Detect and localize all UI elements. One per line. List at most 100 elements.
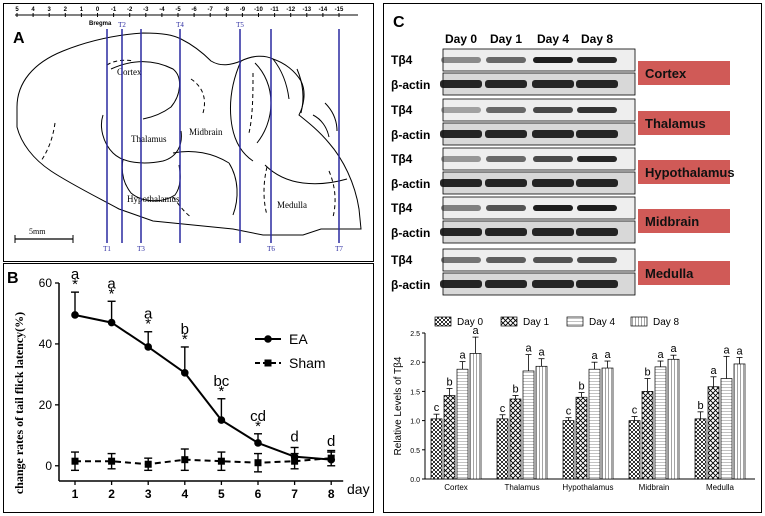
actin-band — [440, 280, 482, 288]
protein-band — [486, 156, 526, 162]
bar — [535, 365, 548, 480]
y-tick-label: 1.0 — [410, 419, 420, 426]
protein-band — [441, 257, 481, 263]
data-point — [108, 457, 116, 465]
region-tag-label: Medulla — [645, 266, 694, 281]
actin-band — [485, 179, 527, 187]
chart-series — [71, 291, 336, 473]
x-tick-label: Hypothalamus — [562, 483, 613, 492]
group-letter: c — [632, 405, 638, 417]
ruler-tick-label: -11 — [270, 7, 279, 13]
region-tag — [638, 209, 730, 233]
bar — [667, 358, 680, 480]
day-header: Day 4 — [537, 32, 569, 46]
bar — [654, 366, 667, 480]
actin-band — [532, 80, 574, 88]
series-line-sham — [75, 457, 332, 466]
protein-band — [533, 205, 573, 211]
data-point — [291, 457, 299, 465]
blot-loading-label: β-actin — [391, 177, 430, 191]
x-tick-label: 4 — [181, 487, 188, 501]
actin-band — [532, 280, 574, 288]
bregma-label: Bregma — [89, 21, 112, 27]
data-point — [327, 454, 335, 462]
x-axis-label: day — [347, 481, 370, 497]
brain-outline — [16, 32, 362, 236]
region-tag — [638, 261, 730, 285]
actin-band — [576, 280, 618, 288]
protein-band — [577, 107, 617, 113]
data-point — [254, 459, 262, 467]
ruler-tick-label: -7 — [208, 7, 214, 13]
ruler-tick-label: 5 — [15, 7, 19, 13]
actin-band — [576, 130, 618, 138]
day-header: Day 0 — [445, 32, 477, 46]
ruler-tick-label: 2 — [64, 7, 68, 13]
protein-band — [441, 156, 481, 162]
protein-band — [441, 107, 481, 113]
x-tick-label: Midbrain — [639, 483, 670, 492]
y-axis-label: Relative Levels of Tβ4 — [393, 356, 404, 455]
actin-band — [576, 80, 618, 88]
group-letter: b — [697, 400, 703, 412]
data-point — [181, 456, 189, 464]
bar — [522, 370, 535, 480]
protein-band — [486, 107, 526, 113]
data-point — [144, 343, 152, 351]
y-tick-label: 2.5 — [410, 331, 420, 338]
blot-target-label: Tβ4 — [391, 253, 413, 267]
group-letter: a — [670, 343, 677, 355]
blot-rows: Tβ4 β-actin Cortex Tβ4 β-actin Thalamus Tβ4 β-a… — [391, 48, 735, 296]
section-label: T4 — [176, 21, 184, 29]
protein-band — [486, 57, 526, 63]
legend-label: Sham — [289, 355, 326, 371]
region-label: Hypothalamus — [127, 194, 180, 204]
day-headers: Day 0 Day 1 Day 4 Day 8 — [445, 32, 613, 46]
legend-swatch — [500, 316, 518, 327]
panel-a-brain-atlas: A 5 4 3 2 1 0 -1 -2 -3 -4 -5 -6 -7 -8 -9 -10 -11 -12 -13 -1… — [13, 7, 362, 253]
ruler-tick-label: -12 — [286, 7, 295, 13]
panel-b-letter: B — [7, 270, 19, 287]
chart-annotations: *a*a*a*b*bc*cdd d — [71, 266, 336, 450]
region-label: Cortex — [117, 67, 142, 77]
actin-band — [532, 228, 574, 236]
panel-b-line-chart: B change rates of tail flick latency(%) … — [7, 266, 370, 501]
ruler-tick-label: -2 — [127, 7, 133, 13]
group-letter: a — [710, 365, 717, 377]
group-letter: a — [107, 275, 116, 292]
legend-swatch — [630, 316, 648, 327]
ruler-tick-label: 1 — [80, 7, 84, 13]
actin-band — [440, 228, 482, 236]
blot-target-label: Tβ4 — [391, 103, 413, 117]
actin-band — [440, 80, 482, 88]
chart-axes: 0 20 40 60 1 2 3 4 5 6 7 8 — [39, 276, 344, 501]
bar — [694, 418, 707, 480]
protein-band — [486, 257, 526, 263]
ruler-tick-label: 3 — [48, 7, 52, 13]
group-letter: a — [657, 349, 664, 361]
bar — [443, 395, 456, 480]
x-tick-label: 8 — [328, 487, 335, 501]
group-letter: a — [144, 306, 153, 323]
actin-band — [440, 130, 482, 138]
x-tick-label: 3 — [145, 487, 152, 501]
legend-label: Day 4 — [589, 317, 616, 328]
region-tag-label: Thalamus — [645, 116, 706, 131]
panel-c-frame — [383, 3, 762, 513]
protein-band — [577, 205, 617, 211]
x-tick-label: Thalamus — [504, 483, 539, 492]
protein-band — [577, 57, 617, 63]
x-tick-label: 1 — [72, 487, 79, 501]
legend-label: EA — [289, 331, 308, 347]
protein-band — [533, 57, 573, 63]
blot-loading-label: β-actin — [391, 278, 430, 292]
y-tick-label: 0.5 — [410, 448, 420, 455]
actin-band — [485, 80, 527, 88]
ruler-ticks: 5 4 3 2 1 0 -1 -2 -3 -4 -5 -6 -7 -8 -9 -10 -11 -12 -13 -14 -… — [15, 7, 344, 17]
bar-chart: 0.0 0.5 1.0 1.5 2.0 2.5 Relative Levels of Tβ4… — [393, 316, 755, 492]
ruler-tick-label: -14 — [319, 7, 328, 13]
y-tick-label: 20 — [39, 398, 53, 412]
group-letter: a — [591, 350, 598, 362]
actin-band — [485, 130, 527, 138]
region-label: Medulla — [277, 200, 307, 210]
